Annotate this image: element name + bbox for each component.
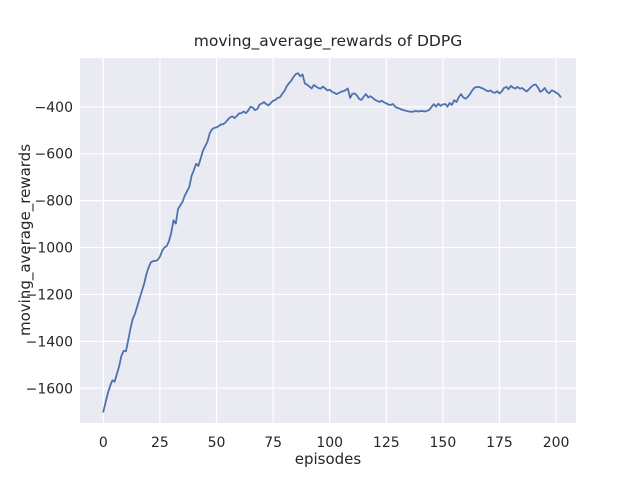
y-axis-label: moving_average_rewards (16, 143, 34, 337)
x-tick-label: 150 (430, 435, 457, 451)
x-tick-label: 100 (316, 435, 343, 451)
y-tick-label: −600 (35, 147, 73, 163)
x-tick-label: 200 (543, 435, 570, 451)
series-line (102, 72, 562, 413)
x-axis-label: episodes (294, 450, 362, 468)
y-tick-label: −1400 (26, 334, 73, 350)
x-tick-label: 75 (264, 435, 282, 451)
x-tick-label: 125 (373, 435, 400, 451)
axes-background (80, 58, 576, 423)
y-tick-label: −1200 (26, 287, 73, 303)
chart-title: moving_average_rewards of DDPG (193, 32, 463, 50)
x-tick-label: 175 (486, 435, 513, 451)
x-tick-label: 0 (99, 435, 108, 451)
y-tick-label: −1600 (26, 381, 73, 397)
x-tick-label: 50 (208, 435, 226, 451)
x-tick-label: 25 (151, 435, 169, 451)
y-tick-label: −400 (35, 100, 73, 116)
y-tick-label: −800 (35, 194, 73, 210)
y-tick-label: −1000 (26, 241, 73, 257)
